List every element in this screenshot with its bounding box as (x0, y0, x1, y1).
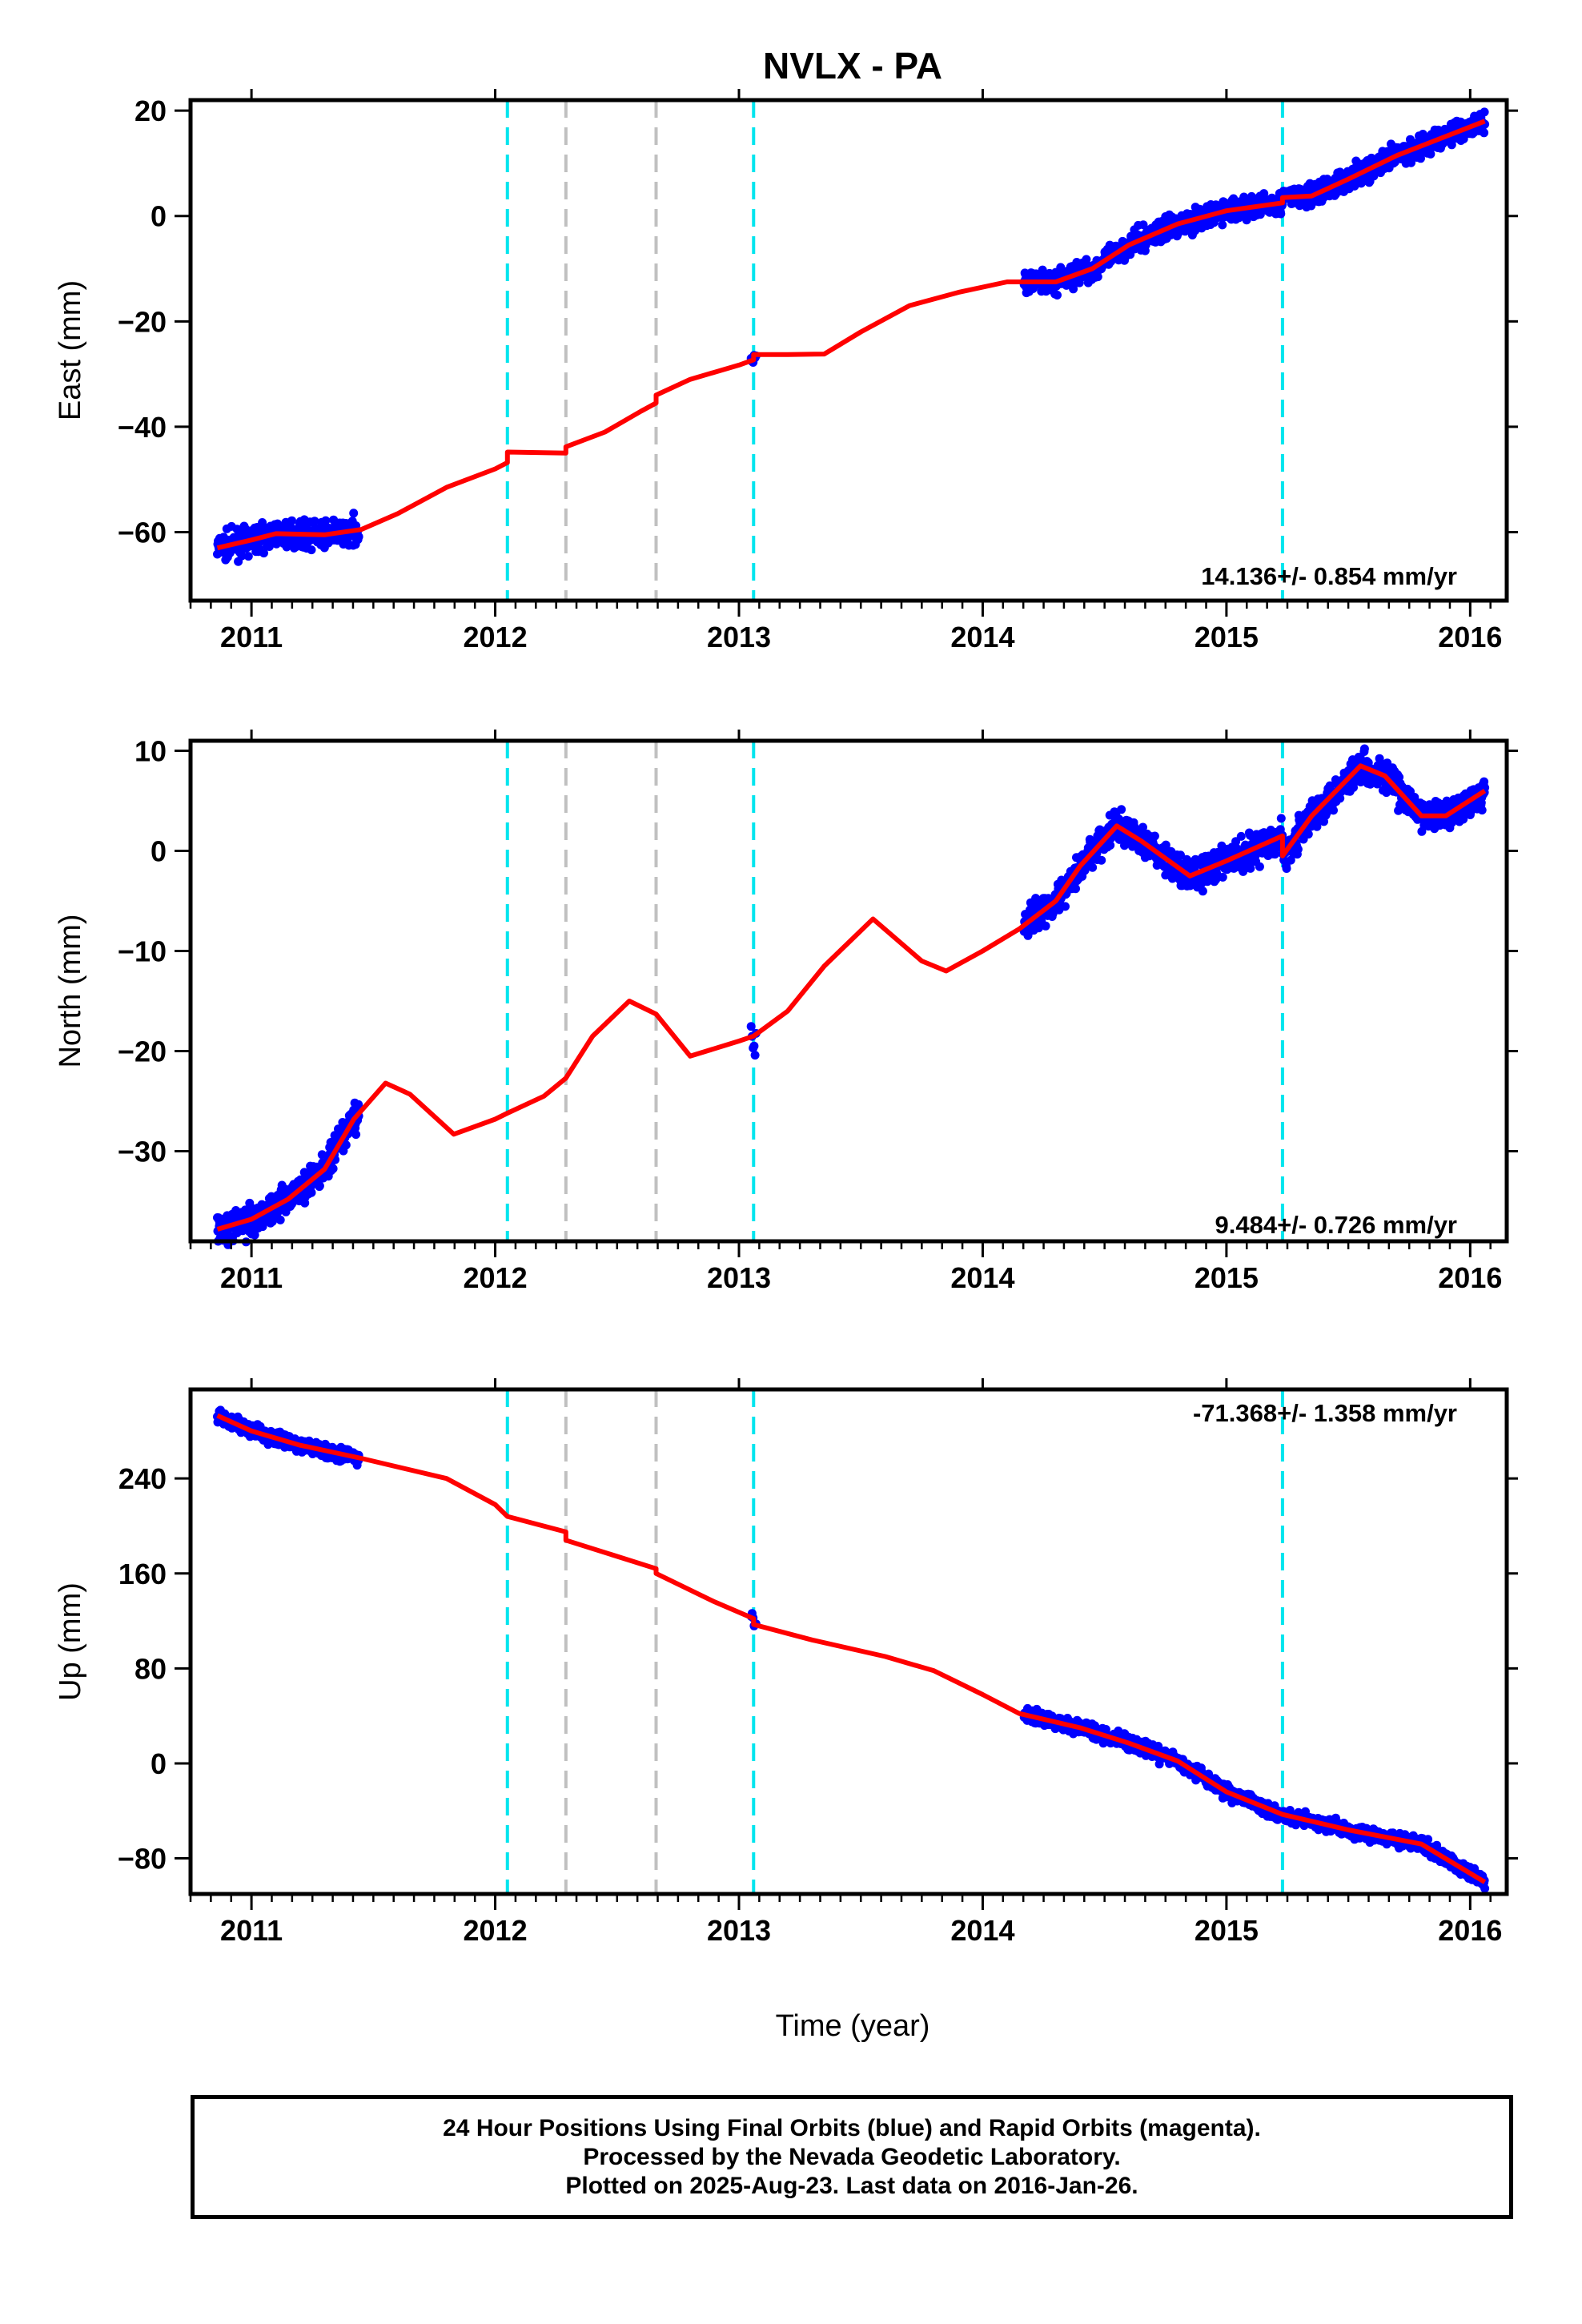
x-tick-label: 2016 (1438, 621, 1502, 653)
y-tick-label: 10 (135, 735, 167, 768)
data-point (750, 1051, 760, 1060)
data-point (1480, 107, 1489, 117)
rate-label: 9.484+/- 0.726 mm/yr (1215, 1211, 1457, 1239)
x-tick-label: 2015 (1195, 1261, 1259, 1294)
x-tick-label: 2012 (464, 1914, 528, 1947)
data-point (1041, 921, 1050, 931)
data-point (315, 1181, 324, 1191)
data-point (1088, 862, 1098, 872)
data-point (307, 1188, 316, 1197)
y-axis-label: North (mm) (54, 914, 87, 1068)
data-point (237, 551, 247, 561)
data-point (1329, 806, 1338, 815)
data-point (310, 517, 319, 526)
y-tick-label: −20 (118, 1035, 167, 1068)
y-tick-label: 0 (151, 200, 167, 233)
data-point (1416, 154, 1425, 163)
data-point (1061, 902, 1070, 911)
data-point (1276, 209, 1286, 219)
data-point (354, 1100, 363, 1109)
data-point (1176, 850, 1185, 860)
model-fit-line (216, 763, 1487, 1232)
data-point (1138, 822, 1147, 832)
data-point (1480, 1884, 1490, 1893)
data-point (1071, 884, 1080, 894)
y-tick-label: −40 (118, 411, 167, 444)
x-tick-label: 2016 (1438, 1261, 1502, 1294)
data-point (1276, 814, 1286, 823)
rate-label: 14.136+/- 0.854 mm/yr (1201, 562, 1457, 590)
x-tick-label: 2012 (464, 1261, 528, 1294)
data-point (351, 1130, 361, 1140)
data-point (243, 552, 253, 561)
data-point (341, 1140, 351, 1150)
data-point (1447, 140, 1456, 150)
data-point (1282, 864, 1291, 873)
data-point (1303, 830, 1313, 839)
data-point (1229, 194, 1239, 203)
data-point (746, 1022, 756, 1031)
data-point (250, 1230, 259, 1240)
plot-frame (188, 98, 1509, 603)
data-point (1218, 220, 1227, 230)
x-tick-label: 2015 (1195, 621, 1259, 653)
data-point (321, 516, 331, 525)
data-point (1407, 158, 1415, 167)
y-tick-label: −20 (118, 305, 167, 338)
x-tick-label: 2011 (220, 1914, 283, 1947)
y-tick-label: 20 (135, 94, 167, 127)
x-tick-label: 2011 (220, 621, 283, 653)
data-point (354, 532, 363, 541)
data-point (1242, 215, 1251, 225)
data-point (1359, 744, 1369, 754)
data-point (275, 1215, 285, 1224)
data-point (1236, 831, 1246, 841)
data-point (1117, 805, 1126, 814)
y-tick-label: −30 (118, 1136, 167, 1168)
panel-east: 2011 2012 2013 2014 2015 2016 −60 −40 −20 0 20 East… (54, 89, 1518, 653)
panel-north: 2011 2012 2013 2014 2015 2016 −30 −20 −10 0 10 Nort… (54, 730, 1518, 1294)
y-tick-label: 0 (151, 835, 167, 868)
data-point (1106, 841, 1115, 850)
data-point (1477, 806, 1487, 815)
x-tick-label: 2013 (707, 621, 771, 653)
data-point (259, 549, 268, 558)
figure-title: NVLX - PA (763, 45, 942, 86)
x-tick-label: 2012 (464, 621, 528, 653)
data-points-north (213, 744, 1490, 1249)
y-axis-label: East (mm) (54, 280, 87, 420)
x-tick-label: 2013 (707, 1261, 771, 1294)
y-tick-label: −10 (118, 935, 167, 968)
x-tick-label: 2014 (950, 621, 1014, 653)
data-point (1150, 831, 1159, 841)
data-point (307, 545, 316, 555)
data-point (1097, 855, 1106, 865)
data-point (1426, 149, 1435, 159)
data-point (264, 542, 274, 551)
data-point (1053, 291, 1062, 300)
data-point (1218, 872, 1227, 882)
x-tick-label: 2014 (950, 1261, 1014, 1294)
data-point (1293, 845, 1303, 854)
data-point (749, 1041, 759, 1051)
data-point (287, 516, 296, 525)
model-fit-line (216, 119, 1486, 551)
data-point (1031, 894, 1041, 903)
x-tick-label: 2011 (220, 1261, 283, 1294)
x-axis-label: Time (year) (776, 2009, 930, 2043)
data-point (1198, 887, 1207, 896)
data-point (1423, 1835, 1433, 1844)
data-point (1093, 272, 1102, 282)
data-point (328, 1164, 338, 1173)
data-point (1480, 128, 1489, 138)
y-tick-label: −60 (118, 516, 167, 549)
data-point (1255, 862, 1264, 871)
data-point (349, 509, 359, 518)
